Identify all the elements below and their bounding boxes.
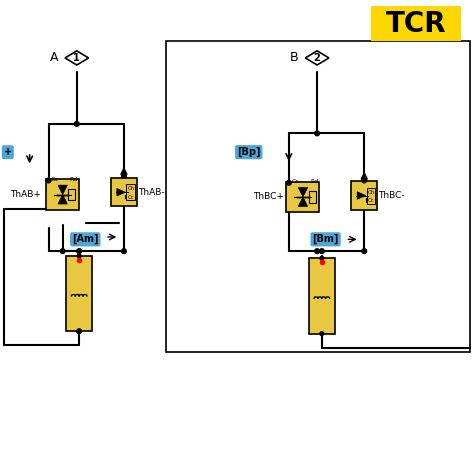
FancyBboxPatch shape — [126, 184, 135, 200]
FancyBboxPatch shape — [68, 189, 75, 200]
FancyBboxPatch shape — [286, 182, 319, 212]
Text: B: B — [290, 52, 298, 64]
Circle shape — [74, 121, 79, 126]
Circle shape — [315, 131, 319, 136]
Circle shape — [320, 256, 324, 260]
FancyBboxPatch shape — [309, 191, 316, 202]
FancyBboxPatch shape — [371, 6, 461, 41]
Text: Ch: Ch — [128, 186, 135, 191]
FancyBboxPatch shape — [66, 256, 92, 331]
Text: 2: 2 — [314, 53, 320, 63]
Circle shape — [319, 249, 324, 254]
Circle shape — [77, 329, 82, 334]
Polygon shape — [117, 189, 125, 196]
FancyBboxPatch shape — [309, 258, 335, 334]
Text: Cc: Cc — [128, 195, 135, 200]
Polygon shape — [65, 51, 89, 65]
Polygon shape — [357, 192, 365, 199]
Circle shape — [286, 181, 291, 185]
Polygon shape — [58, 185, 67, 195]
FancyBboxPatch shape — [111, 178, 137, 206]
Text: ThBC-: ThBC- — [378, 191, 405, 200]
Text: A: A — [49, 52, 58, 64]
Circle shape — [60, 249, 65, 254]
Circle shape — [77, 249, 82, 254]
Text: Rd: Rd — [310, 179, 318, 184]
Text: TCR: TCR — [386, 10, 447, 38]
Text: ThAB+: ThAB+ — [10, 190, 41, 199]
Text: Rd: Rd — [70, 177, 78, 182]
Text: Cs: Cs — [51, 177, 58, 182]
Circle shape — [121, 173, 126, 178]
Polygon shape — [305, 51, 329, 65]
FancyBboxPatch shape — [351, 182, 377, 210]
Text: Cs: Cs — [291, 179, 299, 184]
Circle shape — [362, 249, 366, 254]
Text: 1: 1 — [73, 53, 80, 63]
Circle shape — [362, 178, 366, 183]
Text: [Bp]: [Bp] — [237, 147, 261, 157]
Polygon shape — [58, 195, 67, 204]
Text: Cc: Cc — [368, 198, 375, 203]
Circle shape — [46, 178, 51, 183]
Text: ThBC+: ThBC+ — [253, 192, 284, 201]
Text: ThAB-: ThAB- — [138, 188, 164, 197]
FancyBboxPatch shape — [46, 179, 79, 210]
Polygon shape — [298, 197, 308, 206]
Circle shape — [121, 249, 126, 254]
Text: Ch: Ch — [368, 190, 375, 195]
Text: +: + — [4, 147, 12, 157]
FancyBboxPatch shape — [366, 188, 375, 203]
Circle shape — [77, 254, 81, 258]
Circle shape — [315, 249, 319, 254]
Circle shape — [77, 329, 81, 333]
Circle shape — [320, 332, 324, 336]
Polygon shape — [298, 188, 308, 197]
Text: [Am]: [Am] — [72, 234, 99, 245]
Text: [Bm]: [Bm] — [312, 234, 339, 245]
